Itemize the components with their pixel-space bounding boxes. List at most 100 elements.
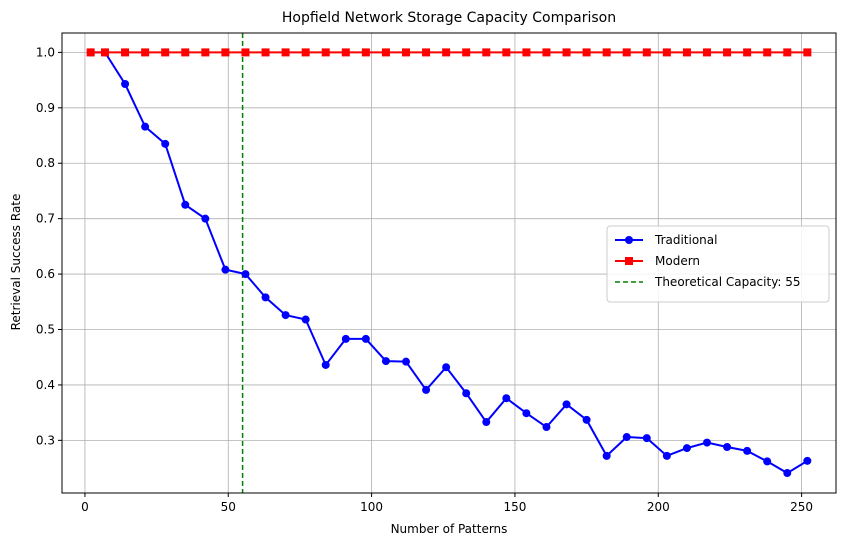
traditional-point [602, 451, 611, 460]
traditional-point [161, 139, 170, 148]
legend-box [606, 225, 830, 303]
y-tick-label: 0.8 [36, 156, 55, 170]
traditional-point [261, 293, 270, 302]
modern-point [682, 48, 691, 57]
modern-point [442, 48, 451, 57]
y-tick-label: 0.3 [36, 433, 55, 447]
plot-frame [61, 32, 837, 494]
traditional-point [422, 385, 431, 394]
modern-point [241, 48, 250, 57]
traditional-point [181, 200, 190, 209]
traditional-point [442, 363, 451, 372]
modern-point [803, 48, 812, 57]
legend-traditional-label: Traditional [654, 233, 717, 247]
modern-point [86, 48, 95, 57]
traditional-point [341, 334, 350, 343]
traditional-point [763, 457, 772, 466]
modern-point [261, 48, 270, 57]
y-tick-label: 0.4 [36, 378, 55, 392]
traditional-point [682, 444, 691, 453]
traditional-point [703, 438, 711, 447]
modern-point [743, 48, 752, 57]
modern-point [341, 48, 350, 57]
modern-point [161, 48, 170, 57]
traditional-point [301, 315, 310, 324]
modern-point [602, 48, 611, 57]
y-axis-label: Retrieval Success Rate [9, 194, 23, 331]
modern-point [361, 48, 370, 57]
modern-point [381, 48, 390, 57]
legend-modern-marker [625, 257, 633, 265]
tick-layer: 0 50 100 150 200 250 0.3 0.4 0.5 0.6 0.7 0.8 0.9 1.0 [36, 45, 813, 514]
x-tick-label: 200 [647, 500, 670, 514]
traditional-point [502, 394, 511, 403]
modern-point [582, 48, 591, 57]
traditional-point [462, 389, 471, 398]
traditional-point [402, 357, 410, 366]
traditional-point [562, 400, 571, 409]
modern-point [542, 48, 551, 57]
traditional-point [281, 311, 290, 320]
modern-point [562, 48, 571, 57]
legend-capacity-label: Theoretical Capacity: 55 [654, 275, 801, 289]
traditional-point [321, 360, 330, 369]
traditional-point [743, 446, 752, 455]
modern-point [181, 48, 190, 57]
modern-point [502, 48, 511, 57]
modern-point [482, 48, 491, 57]
modern-point [141, 48, 150, 57]
y-tick-label: 0.6 [36, 267, 55, 281]
modern-point [402, 48, 410, 57]
traditional-point [141, 122, 150, 131]
y-tick-label: 0.7 [36, 212, 55, 226]
traditional-point [542, 423, 551, 432]
traditional-point [803, 456, 812, 465]
modern-point [522, 48, 531, 57]
y-tick-label: 1.0 [36, 45, 55, 59]
modern-point [221, 48, 230, 57]
traditional-point [241, 270, 250, 279]
modern-point [783, 48, 792, 57]
traditional-point [381, 357, 390, 366]
traditional-point [642, 434, 651, 443]
traditional-point [622, 433, 631, 442]
traditional-point [121, 79, 130, 88]
modern-point [201, 48, 210, 57]
x-tick-label: 100 [360, 500, 383, 514]
chart-title: Hopfield Network Storage Capacity Compar… [282, 10, 616, 26]
x-tick-label: 150 [503, 500, 526, 514]
modern-point [321, 48, 330, 57]
y-tick-label: 0.9 [36, 101, 55, 115]
traditional-point [361, 334, 370, 343]
modern-point [281, 48, 290, 57]
modern-point [763, 48, 772, 57]
traditional-point [783, 469, 792, 478]
traditional-point [522, 409, 531, 418]
traditional-point [221, 265, 230, 274]
x-axis-label: Number of Patterns [391, 522, 508, 536]
traditional-point [662, 451, 671, 460]
series-layer [86, 48, 812, 478]
traditional-point [482, 418, 491, 427]
legend-traditional-marker [625, 236, 633, 244]
modern-point [301, 48, 310, 57]
modern-point [422, 48, 431, 57]
legend-modern-label: Modern [655, 254, 700, 268]
modern-point [101, 48, 109, 57]
modern-point [121, 48, 130, 57]
modern-point [622, 48, 631, 57]
traditional-point [723, 443, 732, 451]
legend: Traditional Modern Theoretical Capacity:… [606, 225, 830, 303]
modern-point [703, 48, 711, 57]
modern-point [723, 48, 732, 57]
modern-point [462, 48, 471, 57]
x-tick-label: 250 [790, 500, 813, 514]
y-tick-label: 0.5 [36, 323, 55, 337]
traditional-point [582, 415, 591, 424]
traditional-point [201, 214, 210, 223]
x-tick-label: 50 [221, 500, 236, 514]
modern-point [642, 48, 651, 57]
x-tick-label: 0 [81, 500, 89, 514]
modern-point [662, 48, 671, 57]
